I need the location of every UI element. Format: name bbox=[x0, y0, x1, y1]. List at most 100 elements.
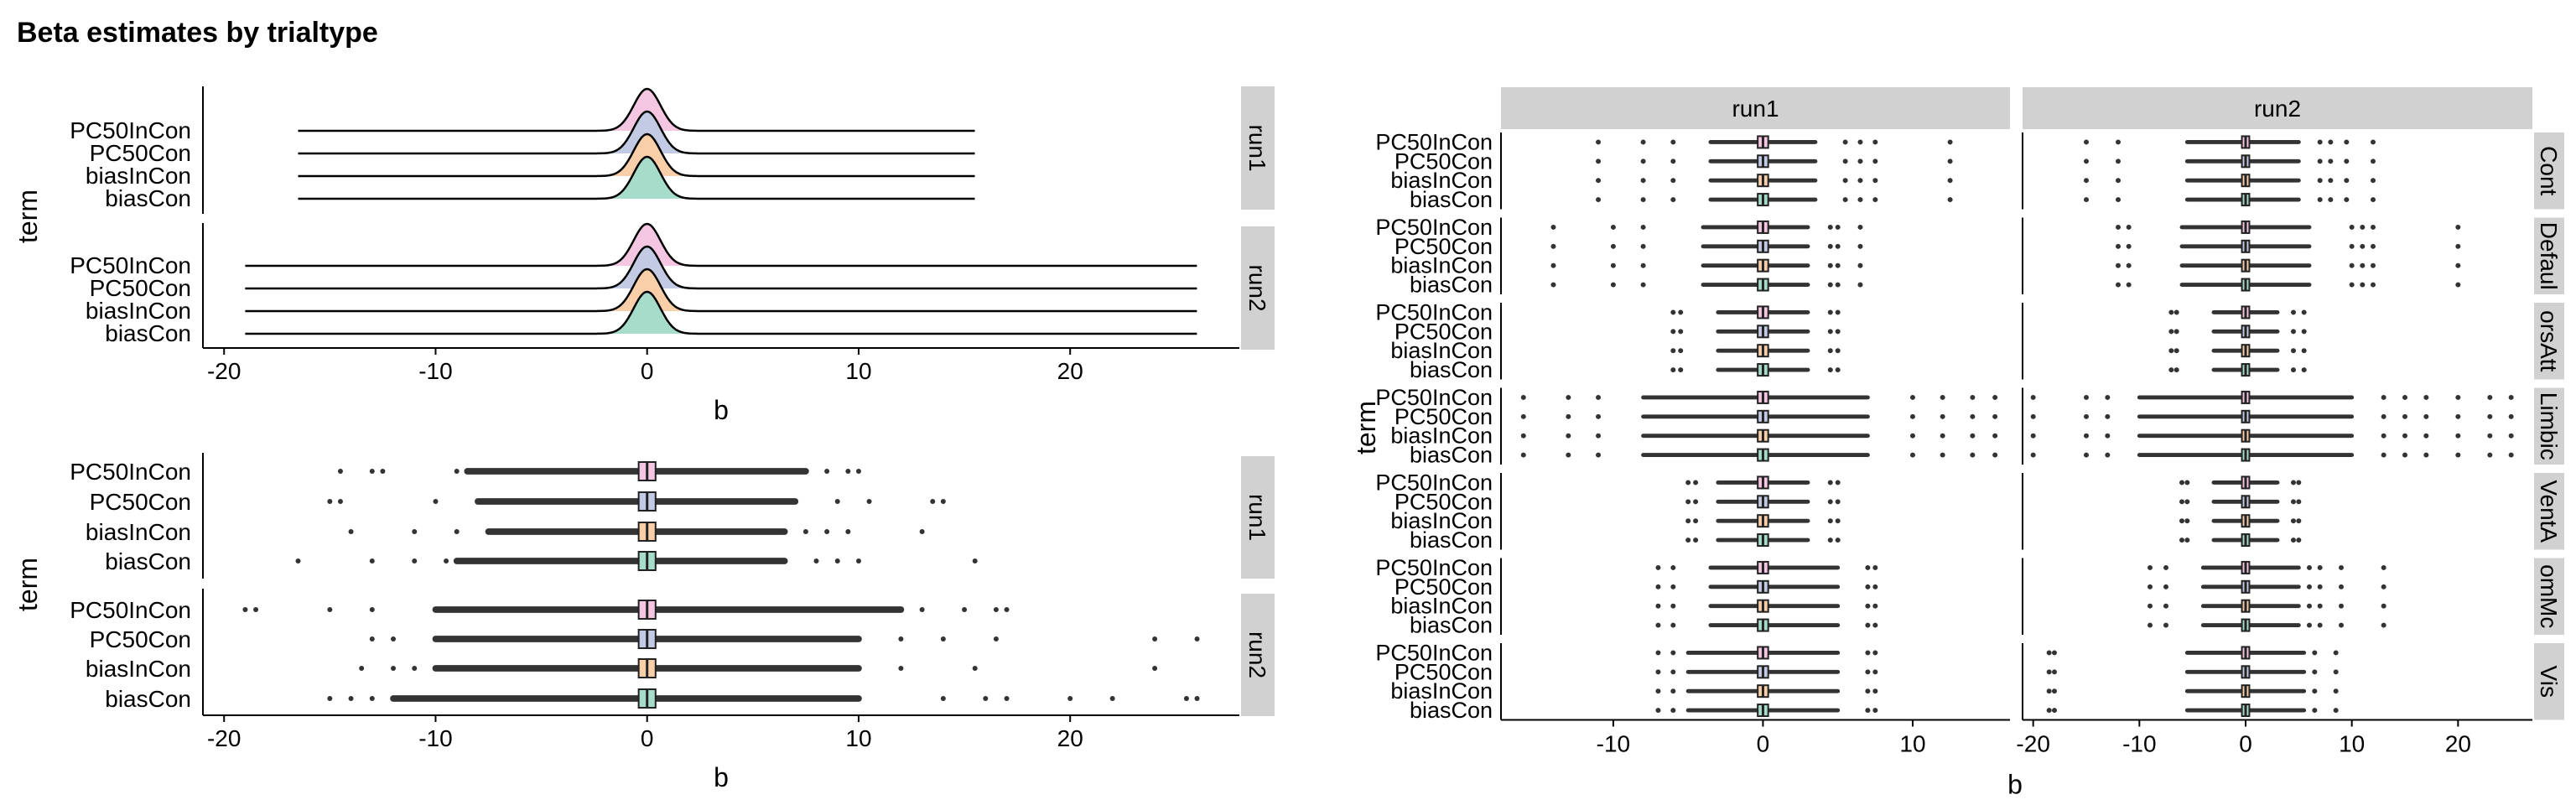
facet-box-VentA-run2-biasCon-outlier bbox=[2184, 538, 2190, 543]
box-run1-PC50Con-outlier bbox=[834, 499, 840, 504]
facet-box-Limbic-run1-biasCon-outlier bbox=[1909, 452, 1915, 458]
facet-box-orsAtt-run2-biasCon-outlier bbox=[2174, 367, 2179, 373]
x-tick-label: 10 bbox=[2339, 731, 2365, 757]
strip-row-Cont-label: Cont bbox=[2536, 146, 2562, 195]
box-run1-biasInCon-outlier bbox=[802, 529, 808, 534]
facet-box-VentA-run2-biasInCon-outlier bbox=[2184, 518, 2190, 524]
box-run2-PC50InCon-outlier bbox=[242, 607, 248, 612]
facet-box-Limbic-run2-PC50Con-outlier bbox=[2084, 413, 2089, 419]
facet-box-orsAtt-run1-biasInCon-outlier bbox=[1678, 348, 1684, 354]
facet-box-Defaul-run2-PC50InCon-outlier bbox=[2371, 224, 2376, 230]
facet-box-Vis-run2-biasInCon-outlier bbox=[2052, 688, 2057, 694]
x-axis-label: b bbox=[714, 762, 729, 792]
ytick-label-biasInCon: biasInCon bbox=[1390, 168, 1493, 193]
facet-box-orsAtt-run2-biasCon-outlier bbox=[2301, 367, 2307, 373]
facet-box-Limbic-run2-PC50InCon-outlier bbox=[2508, 394, 2514, 400]
strip-row-orsAtt-bg bbox=[2534, 303, 2564, 380]
facet-box-Cont-run1-PC50InCon-outlier bbox=[1596, 139, 1602, 145]
ytick-label-PC50InCon: PC50InCon bbox=[1375, 470, 1493, 495]
facet-box-Defaul-run1-biasInCon-outlier bbox=[1827, 262, 1833, 268]
facet-box-Cont-run1-biasInCon-outlier bbox=[1857, 178, 1863, 184]
facet-box-Cont-run1-PC50Con-outlier bbox=[1947, 158, 1953, 164]
facet-box-Cont-run1-biasInCon-outlier bbox=[1670, 178, 1676, 184]
facet-box-Defaul-run1-PC50InCon-outlier bbox=[1610, 224, 1616, 230]
facet-box-VentA-run1-biasInCon-outlier bbox=[1827, 518, 1833, 524]
facet-box-Defaul-run2-PC50Con-outlier bbox=[2126, 243, 2132, 249]
facet-box-Cont-run2-biasCon-outlier bbox=[2317, 197, 2323, 203]
facet-box-omMc-run2-biasCon-outlier bbox=[2307, 622, 2312, 628]
facet-box-omMc-run2-PC50Con-outlier bbox=[2148, 584, 2153, 589]
facet-box-VentA-run1-biasCon-outlier bbox=[1835, 538, 1841, 543]
ytick-label-PC50Con: PC50Con bbox=[90, 626, 191, 652]
facet-box-Limbic-run1-PC50InCon-outlier bbox=[1970, 394, 1976, 400]
facet-box-Vis-run2-biasCon-outlier bbox=[2333, 708, 2339, 714]
ytick-label-biasInCon: biasInCon bbox=[1390, 253, 1493, 278]
facet-box-Defaul-run2-PC50InCon-outlier bbox=[2455, 224, 2461, 230]
ytick-label-biasInCon: biasInCon bbox=[86, 163, 191, 189]
strip-run1-label: run1 bbox=[1244, 494, 1270, 541]
facet-box-Limbic-run1-biasCon-outlier bbox=[1970, 452, 1976, 458]
facet-box-omMc-run1-biasCon-outlier bbox=[1872, 622, 1878, 628]
facet-box-Vis-run2-PC50Con-outlier bbox=[2312, 669, 2318, 675]
facet-box-Cont-run1-PC50Con-outlier bbox=[1872, 158, 1878, 164]
facet-box-VentA-run1-biasCon-outlier bbox=[1827, 538, 1833, 543]
box-run2-PC50InCon-outlier bbox=[327, 607, 333, 612]
ridge-fill-run1-biasInCon bbox=[298, 134, 975, 176]
ridge-line-run1-PC50InCon bbox=[298, 87, 975, 132]
ytick-label-PC50InCon: PC50InCon bbox=[1375, 640, 1493, 665]
box-run2-biasCon-outlier bbox=[1109, 696, 1115, 701]
ytick-label-PC50Con: PC50Con bbox=[1394, 319, 1493, 344]
facet-box-omMc-run1-PC50InCon-outlier bbox=[1655, 564, 1661, 570]
facet-box-Defaul-run1-PC50InCon-outlier bbox=[1827, 224, 1833, 230]
facet-box-Cont-run1-PC50Con-outlier bbox=[1857, 158, 1863, 164]
facet-box-orsAtt-run1-biasCon-outlier bbox=[1835, 367, 1841, 373]
box-run1-PC50Con-outlier bbox=[433, 499, 439, 504]
facet-box-VentA-run1-PC50InCon-outlier bbox=[1693, 480, 1699, 486]
facet-box-Vis-run1-PC50Con-outlier bbox=[1670, 669, 1676, 675]
strip-row-omMc-bg bbox=[2534, 558, 2564, 635]
facet-box-Vis-run2-PC50InCon-outlier bbox=[2312, 650, 2318, 656]
box-run2-PC50Con-outlier bbox=[391, 636, 397, 641]
strip-col-run1-bg bbox=[1501, 87, 2010, 129]
box-run2-biasInCon-outlier bbox=[972, 666, 978, 671]
facet-box-orsAtt-run1-biasCon-outlier bbox=[1670, 367, 1676, 373]
box-run1-PC50Con-outlier bbox=[940, 499, 946, 504]
facet-box-Cont-run1-PC50Con-outlier bbox=[1842, 158, 1848, 164]
strip-row-Vis-label: Vis bbox=[2536, 666, 2562, 698]
facet-box-Limbic-run1-PC50Con-outlier bbox=[1970, 413, 1976, 419]
facet-box-Cont-run1-biasInCon-outlier bbox=[1872, 178, 1878, 184]
facet-box-orsAtt-run1-biasCon-outlier bbox=[1827, 367, 1833, 373]
ridge-line-run1-biasInCon bbox=[298, 132, 975, 178]
x-tick-label: -20 bbox=[207, 725, 241, 751]
facet-box-Defaul-run1-PC50InCon-outlier bbox=[1835, 224, 1841, 230]
ytick-label-biasCon: biasCon bbox=[1410, 698, 1493, 723]
facet-box-Cont-run1-biasCon-outlier bbox=[1842, 197, 1848, 203]
facet-box-Cont-run1-PC50InCon-outlier bbox=[1857, 139, 1863, 145]
facet-box-omMc-run2-PC50InCon-outlier bbox=[2148, 564, 2153, 570]
ridge-fill-run1-PC50InCon bbox=[298, 89, 975, 131]
ridge-fill-run2-biasCon bbox=[245, 292, 1197, 334]
box-run1-PC50InCon-outlier bbox=[454, 469, 460, 474]
facet-box-Defaul-run1-PC50Con-outlier bbox=[1610, 243, 1616, 249]
facet-box-Cont-run2-PC50InCon-outlier bbox=[2328, 139, 2334, 145]
facet-box-Limbic-run2-biasInCon-outlier bbox=[2455, 433, 2461, 439]
facet-box-orsAtt-run2-biasInCon-outlier bbox=[2174, 348, 2179, 354]
x-tick-label: 20 bbox=[1057, 725, 1083, 751]
box-run1-biasCon-outlier bbox=[295, 558, 301, 564]
ridge-line-run2-biasInCon bbox=[245, 267, 1197, 313]
box-run1-biasCon-outlier bbox=[444, 558, 449, 564]
facet-box-Vis-run1-biasCon-outlier bbox=[1670, 708, 1676, 714]
facet-box-Limbic-run2-biasCon-outlier bbox=[2084, 452, 2089, 458]
facet-box-Limbic-run1-PC50InCon-outlier bbox=[1566, 394, 1571, 400]
facet-box-Vis-run2-PC50Con-outlier bbox=[2046, 669, 2052, 675]
facet-box-Vis-run2-PC50Con-outlier bbox=[2052, 669, 2057, 675]
ytick-label-PC50Con: PC50Con bbox=[1394, 574, 1493, 600]
facet-box-omMc-run2-biasCon-outlier bbox=[2381, 622, 2386, 628]
facet-box-Defaul-run2-PC50Con-outlier bbox=[2116, 243, 2121, 249]
facet-box-Defaul-run2-biasCon-outlier bbox=[2371, 282, 2376, 288]
facet-box-omMc-run1-PC50InCon-outlier bbox=[1865, 564, 1871, 570]
strip-row-Defaul-bg bbox=[2534, 217, 2564, 294]
facet-box-Cont-run2-biasInCon-outlier bbox=[2344, 178, 2350, 184]
box-run2-biasInCon-outlier bbox=[898, 666, 904, 671]
facet-box-Limbic-run1-biasInCon-outlier bbox=[1970, 433, 1976, 439]
